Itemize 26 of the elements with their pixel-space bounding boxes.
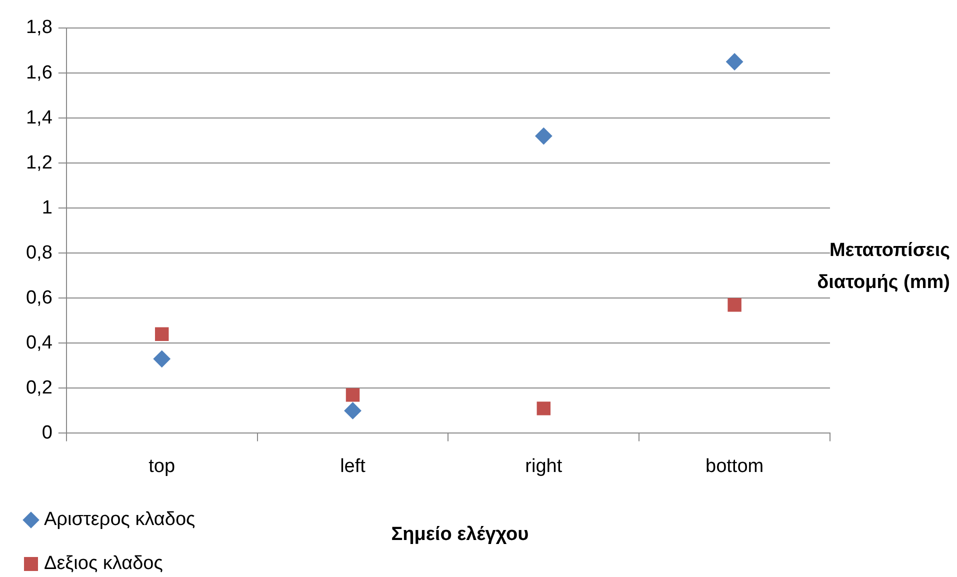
point <box>536 402 551 416</box>
y-tick-label: 1,6 <box>26 62 52 84</box>
x-tick-label: bottom <box>706 456 764 477</box>
point <box>344 402 362 420</box>
y-tick-label: 1 <box>42 197 52 218</box>
x-tick-label: top <box>148 456 176 477</box>
y-tick-label: 0,8 <box>26 242 52 264</box>
point <box>535 128 552 145</box>
x-axis-title: Σημείο ελέγχου <box>390 524 530 546</box>
y-tick-label: 1,4 <box>26 107 53 128</box>
point <box>154 327 169 342</box>
x-tick-label: left <box>340 456 366 477</box>
point <box>153 350 170 368</box>
y-tick-label: 0,6 <box>26 287 52 308</box>
point <box>346 388 360 402</box>
y-tick-label: 0,2 <box>26 377 52 398</box>
point <box>726 53 744 70</box>
y-tick-label: 1,2 <box>26 152 52 174</box>
legend-label: Αριστερος κλαδος <box>44 509 196 531</box>
y-axis-title: Μετατοπίσεις διατομής (mm) <box>816 239 950 295</box>
x-tick-label: right <box>525 456 563 477</box>
point <box>728 298 742 312</box>
y-tick-label: 0 <box>42 422 52 444</box>
y-tick-label: 1,8 <box>26 17 52 38</box>
legend-label: Δεξιος κλαδος <box>44 553 163 575</box>
y-tick-label: 0,4 <box>26 332 53 354</box>
